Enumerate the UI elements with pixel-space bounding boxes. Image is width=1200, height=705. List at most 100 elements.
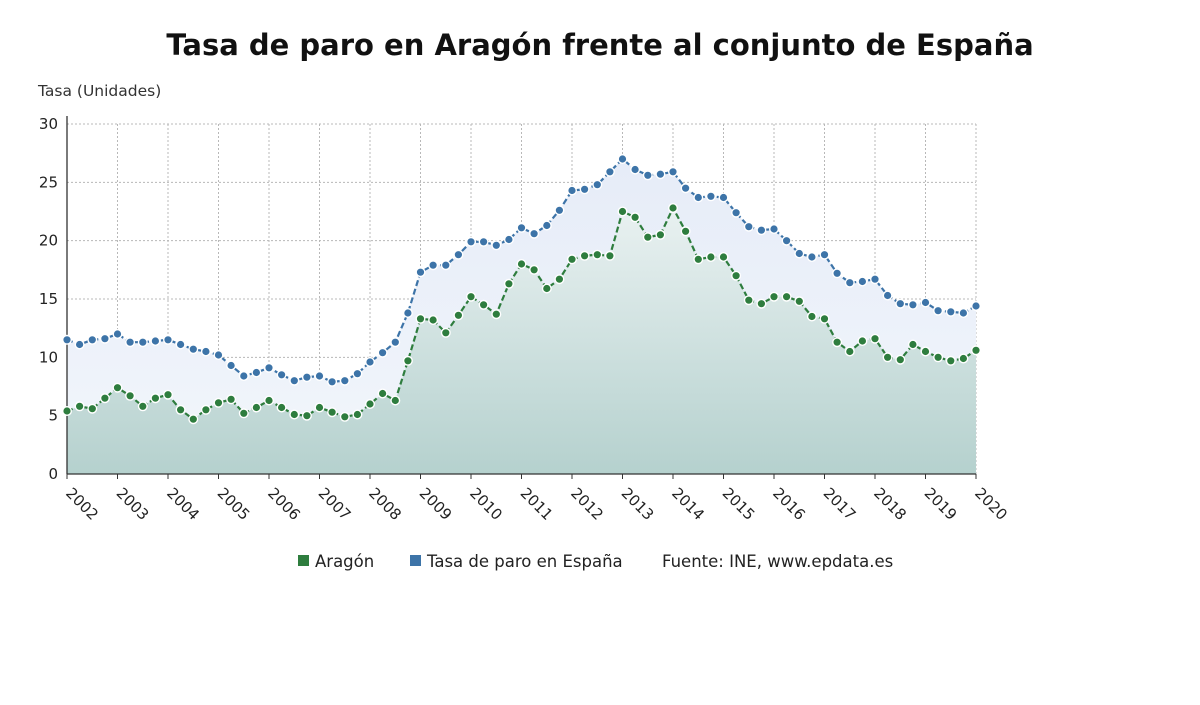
y-tick-label: 0: [48, 465, 58, 483]
data-point-espana: [958, 308, 969, 319]
data-point-aragon: [125, 390, 136, 401]
data-point-aragon: [920, 346, 931, 357]
x-tick-label: 2014: [668, 484, 708, 524]
data-point-aragon: [491, 309, 502, 320]
data-point-espana: [339, 375, 350, 386]
data-point-aragon: [731, 270, 742, 281]
data-point-aragon: [806, 311, 817, 322]
data-point-aragon: [794, 296, 805, 307]
data-point-aragon: [882, 352, 893, 363]
y-tick-label: 25: [39, 173, 58, 191]
data-point-espana: [705, 191, 716, 202]
data-point-espana: [137, 337, 148, 348]
data-point-aragon: [592, 249, 603, 260]
data-point-aragon: [680, 226, 691, 237]
data-point-aragon: [150, 393, 161, 404]
data-point-aragon: [529, 264, 540, 275]
data-point-espana: [567, 185, 578, 196]
data-point-espana: [491, 240, 502, 251]
x-tick-label: 2017: [820, 484, 860, 524]
data-point-espana: [642, 170, 653, 181]
x-tick-label: 2020: [971, 484, 1011, 524]
data-point-espana: [731, 207, 742, 218]
data-point-aragon: [781, 291, 792, 302]
data-point-aragon: [705, 251, 716, 262]
data-point-espana: [301, 372, 312, 383]
data-point-aragon: [188, 414, 199, 425]
data-point-aragon: [895, 354, 906, 365]
y-tick-label: 20: [39, 232, 58, 250]
data-point-espana: [781, 235, 792, 246]
data-point-aragon: [390, 395, 401, 406]
data-point-aragon: [579, 250, 590, 261]
data-point-aragon: [870, 333, 881, 344]
x-tick-label: 2003: [113, 484, 153, 524]
data-point-aragon: [478, 299, 489, 310]
x-tick-label: 2015: [719, 484, 759, 524]
data-point-espana: [870, 274, 881, 285]
data-point-aragon: [554, 274, 565, 285]
data-point-aragon: [301, 410, 312, 421]
data-point-espana: [895, 298, 906, 309]
data-point-espana: [882, 290, 893, 301]
data-point-espana: [832, 268, 843, 279]
data-point-espana: [238, 371, 249, 382]
data-point-espana: [819, 249, 830, 260]
data-point-aragon: [264, 395, 275, 406]
data-point-espana: [680, 183, 691, 194]
x-tick-label: 2011: [517, 484, 557, 524]
data-point-espana: [554, 205, 565, 216]
y-tick-label: 15: [39, 290, 58, 308]
data-point-espana: [150, 336, 161, 347]
data-point-aragon: [415, 313, 426, 324]
data-point-espana: [87, 334, 98, 345]
data-point-aragon: [819, 313, 830, 324]
data-point-aragon: [314, 402, 325, 413]
data-point-aragon: [516, 259, 527, 270]
data-point-espana: [668, 166, 679, 177]
data-point-espana: [327, 376, 338, 387]
data-point-aragon: [99, 393, 110, 404]
data-point-espana: [756, 225, 767, 236]
legend-swatch-aragon: [298, 555, 309, 566]
data-point-espana: [541, 220, 552, 231]
area-fills: [67, 159, 976, 474]
data-point-aragon: [541, 283, 552, 294]
data-point-espana: [365, 357, 376, 368]
data-point-espana: [125, 337, 136, 348]
legend-label-espana: Tasa de paro en España: [426, 552, 623, 571]
x-tick-label: 2004: [163, 484, 203, 524]
data-point-aragon: [74, 401, 85, 412]
x-tick-label: 2010: [466, 484, 506, 524]
data-point-aragon: [162, 389, 173, 400]
source-note: Fuente: INE, www.epdata.es: [662, 552, 893, 571]
data-point-aragon: [62, 406, 73, 417]
data-point-aragon: [87, 403, 98, 414]
data-point-espana: [529, 228, 540, 239]
data-point-espana: [604, 166, 615, 177]
data-point-espana: [200, 346, 211, 357]
data-point-espana: [971, 301, 982, 312]
data-point-aragon: [238, 408, 249, 419]
x-tick-label: 2012: [567, 484, 607, 524]
data-point-aragon: [832, 337, 843, 348]
data-point-espana: [503, 234, 514, 245]
data-point-espana: [655, 169, 666, 180]
data-point-espana: [402, 308, 413, 319]
data-point-espana: [907, 299, 918, 310]
x-tick-label: 2007: [315, 484, 355, 524]
data-point-espana: [718, 192, 729, 203]
data-point-aragon: [327, 407, 338, 418]
data-point-aragon: [668, 202, 679, 213]
data-point-espana: [516, 222, 527, 233]
data-point-aragon: [276, 402, 287, 413]
data-point-espana: [579, 184, 590, 195]
data-point-aragon: [945, 355, 956, 366]
series-points: [62, 153, 982, 425]
data-point-espana: [945, 306, 956, 317]
data-point-aragon: [642, 232, 653, 243]
data-point-aragon: [503, 278, 514, 289]
data-point-espana: [162, 334, 173, 345]
data-point-espana: [415, 267, 426, 278]
